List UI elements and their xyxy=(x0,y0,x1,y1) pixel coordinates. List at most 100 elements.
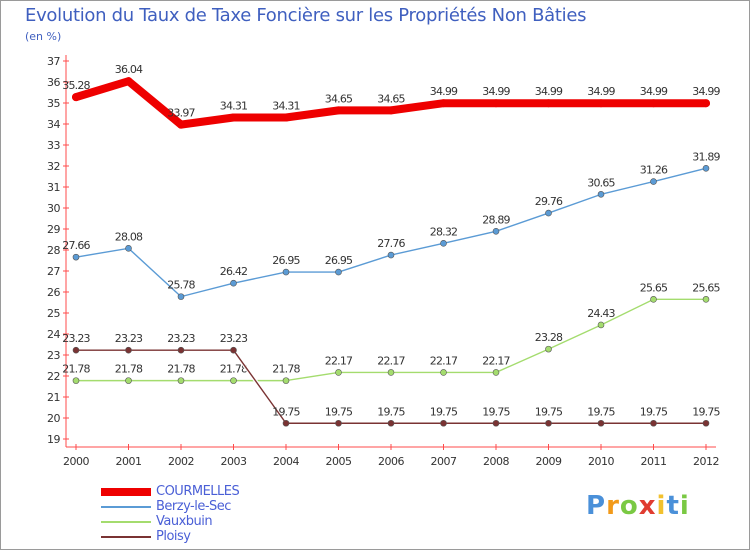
y-tick-label: 24 xyxy=(47,328,60,341)
logo-letter: i xyxy=(679,491,690,521)
data-label: 25.78 xyxy=(167,279,195,292)
data-point xyxy=(544,99,553,108)
data-point xyxy=(177,293,185,300)
data-label: 27.66 xyxy=(62,239,90,252)
data-point xyxy=(387,419,395,427)
y-tick-label: 29 xyxy=(47,223,60,236)
x-tick-label: 2002 xyxy=(168,455,194,468)
data-label: 34.99 xyxy=(587,85,615,98)
x-tick-label: 2011 xyxy=(641,455,667,468)
data-label: 19.75 xyxy=(692,405,720,418)
data-point xyxy=(72,253,80,261)
data-point xyxy=(125,245,132,252)
x-tick-label: 2003 xyxy=(221,455,247,468)
legend-swatch xyxy=(101,536,151,538)
data-label: 31.89 xyxy=(692,150,720,163)
data-label: 26.95 xyxy=(325,254,353,267)
y-tick-label: 33 xyxy=(47,139,60,152)
y-tick-label: 30 xyxy=(47,202,60,215)
data-label: 19.75 xyxy=(535,405,563,418)
data-point xyxy=(282,268,290,276)
data-point xyxy=(440,239,447,247)
data-point xyxy=(597,419,605,427)
data-point xyxy=(334,106,343,115)
legend-swatch xyxy=(101,521,151,523)
data-point xyxy=(387,251,395,259)
legend-swatch xyxy=(101,506,151,508)
data-point xyxy=(125,377,132,384)
data-point xyxy=(177,346,185,354)
data-point xyxy=(650,296,657,303)
data-point xyxy=(125,346,132,354)
data-point xyxy=(492,419,500,427)
data-label: 33.97 xyxy=(167,107,195,120)
data-label: 25.65 xyxy=(640,281,668,294)
data-label: 23.23 xyxy=(62,332,90,345)
data-point xyxy=(177,120,185,129)
data-label: 31.26 xyxy=(640,164,668,177)
data-label: 29.76 xyxy=(535,195,563,208)
y-tick-label: 37 xyxy=(47,55,60,68)
data-label: 34.99 xyxy=(482,85,510,98)
y-tick-label: 20 xyxy=(47,412,60,425)
legend-label: Berzy-le-Sec xyxy=(156,499,231,514)
data-point xyxy=(282,419,290,427)
y-tick-label: 34 xyxy=(47,118,60,131)
data-label: 25.65 xyxy=(692,281,720,294)
data-label: 19.75 xyxy=(325,405,353,418)
data-point xyxy=(387,106,395,115)
legend-label: COURMELLES xyxy=(156,484,240,499)
data-label: 28.08 xyxy=(115,230,143,243)
y-tick-label: 35 xyxy=(47,97,60,110)
data-point xyxy=(597,99,605,108)
data-point xyxy=(492,369,500,376)
data-point xyxy=(282,113,290,122)
data-point xyxy=(650,419,657,427)
data-point xyxy=(72,377,80,384)
proxiti-logo[interactable]: Proxiti xyxy=(586,491,690,521)
data-point xyxy=(177,377,185,384)
data-label: 19.75 xyxy=(430,405,458,418)
x-tick-label: 2009 xyxy=(536,455,562,468)
y-tick-label: 28 xyxy=(47,244,60,257)
data-label: 28.89 xyxy=(482,213,510,226)
data-label: 21.78 xyxy=(62,363,90,376)
data-point xyxy=(230,346,237,354)
y-tick-label: 25 xyxy=(47,307,60,320)
data-label: 34.99 xyxy=(430,85,458,98)
data-point xyxy=(72,93,80,102)
data-label: 22.17 xyxy=(482,354,510,367)
data-label: 19.75 xyxy=(377,405,405,418)
data-point xyxy=(229,113,238,122)
logo-letter: i xyxy=(656,491,667,521)
x-tick-label: 2000 xyxy=(63,455,89,468)
data-label: 23.23 xyxy=(167,332,195,345)
data-label: 34.65 xyxy=(377,92,405,105)
data-point xyxy=(230,279,237,287)
data-label: 23.23 xyxy=(220,332,248,345)
logo-letter: o xyxy=(619,491,639,521)
logo-letter: x xyxy=(638,491,657,521)
logo-letter: P xyxy=(586,491,607,521)
data-point xyxy=(439,99,448,108)
y-tick-label: 36 xyxy=(47,76,60,89)
data-label: 21.78 xyxy=(220,363,248,376)
data-label: 27.76 xyxy=(377,237,405,250)
data-point xyxy=(702,165,710,172)
data-point xyxy=(335,268,342,276)
data-label: 19.75 xyxy=(482,405,510,418)
data-label: 34.65 xyxy=(325,92,353,105)
data-point xyxy=(492,99,500,108)
y-tick-label: 31 xyxy=(47,181,60,194)
data-point xyxy=(230,377,237,384)
data-point xyxy=(282,377,290,384)
data-label: 19.75 xyxy=(587,405,615,418)
data-point xyxy=(440,369,447,376)
data-point xyxy=(124,77,133,86)
data-label: 28.32 xyxy=(430,225,458,238)
data-point xyxy=(387,369,395,376)
data-label: 24.43 xyxy=(587,307,615,320)
x-tick-label: 2006 xyxy=(378,455,404,468)
data-label: 34.99 xyxy=(640,85,668,98)
